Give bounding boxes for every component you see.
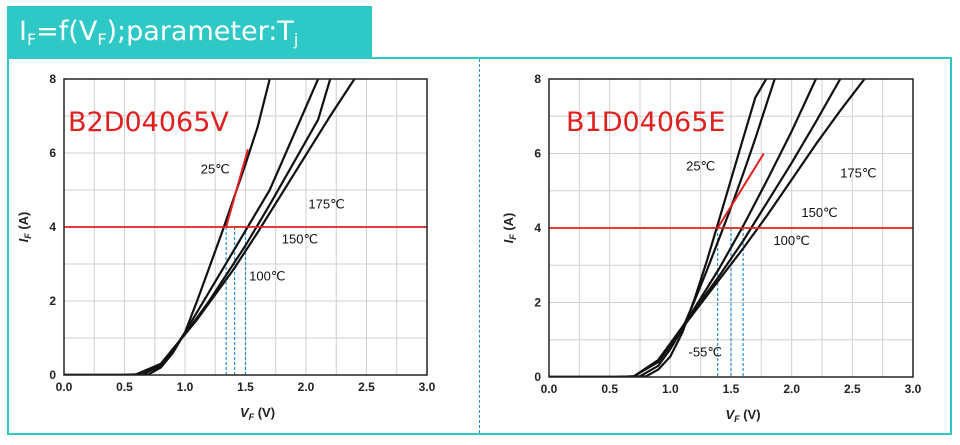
x-tick-label: 0.0: [56, 380, 73, 394]
x-axis-label-main: V: [725, 407, 735, 422]
y-axis-label-sub: F: [23, 233, 33, 239]
y-tick-label: 4: [49, 220, 56, 234]
temperature-annotation: 175℃: [308, 197, 344, 212]
red-highlight-segment: [225, 149, 249, 228]
series-line-175: [549, 79, 866, 377]
y-axis-label-main: I: [501, 239, 516, 243]
red-highlight-segment: [716, 152, 765, 229]
y-tick-label: 2: [49, 294, 56, 308]
axes-frame: [548, 78, 914, 378]
x-axis-label-main: V: [240, 405, 250, 420]
y-tick-label: 8: [534, 72, 541, 86]
banner-I: I: [19, 16, 27, 47]
x-tick-label: 0.5: [116, 380, 133, 394]
x-axis-label: VF (V): [240, 405, 275, 422]
temperature-annotation: 175℃: [840, 166, 876, 181]
temperature-annotation: 150℃: [801, 205, 837, 220]
y-axis-label: IF (A): [501, 213, 518, 244]
y-tick-label: 8: [49, 72, 56, 86]
x-tick-label: 0.0: [541, 382, 558, 396]
banner-sub-F: F: [26, 30, 37, 49]
y-tick-label: 0: [534, 370, 541, 384]
device-label: B1D04065E: [566, 107, 725, 138]
series-line-175: [64, 79, 356, 375]
temperature-annotation: 25℃: [201, 161, 230, 176]
y-axis-label-unit: (A): [16, 212, 31, 234]
x-tick-label: 1.5: [237, 380, 254, 394]
x-tick-label: 1.5: [723, 382, 740, 396]
content-frame: [7, 57, 952, 435]
x-tick-label: 2.5: [358, 380, 375, 394]
y-tick-label: 4: [534, 221, 541, 235]
banner-sub-j: j: [293, 30, 299, 49]
y-tick-label: 6: [49, 146, 56, 160]
y-axis-label: IF (A): [16, 212, 33, 243]
x-axis-label-sub: F: [249, 412, 255, 422]
temperature-annotation: -55℃: [689, 345, 722, 360]
banner-sub-F2: F: [97, 30, 107, 49]
x-axis-label: VF (V): [725, 407, 760, 424]
x-tick-label: 2.5: [844, 382, 861, 396]
temperature-annotation: 100℃: [773, 233, 809, 248]
device-label: B2D04065V: [68, 107, 229, 138]
temperature-annotation: 150℃: [282, 232, 318, 247]
series-line-25: [549, 79, 776, 377]
panel-divider: [479, 59, 480, 433]
x-axis-label-sub: F: [734, 414, 740, 424]
x-tick-label: 2.0: [783, 382, 800, 396]
y-tick-label: 0: [49, 368, 56, 382]
x-tick-label: 0.5: [601, 382, 618, 396]
banner-rest: );parameter:T: [106, 16, 294, 47]
title-banner: IF=f(VF);parameter:Tj: [7, 6, 372, 58]
x-axis-label-unit: (V): [740, 407, 761, 422]
axes-frame: [63, 78, 428, 376]
x-tick-label: 1.0: [177, 380, 194, 394]
temperature-annotation: 25℃: [686, 158, 715, 173]
series-line-100: [64, 79, 320, 375]
y-axis-label-unit: (A): [501, 213, 516, 235]
y-axis-label-sub: F: [508, 234, 518, 240]
y-axis-label-main: I: [16, 238, 31, 242]
x-axis-label-unit: (V): [254, 405, 275, 420]
y-tick-label: 2: [534, 296, 541, 310]
banner-mid: =f(V: [36, 16, 98, 47]
y-tick-label: 6: [534, 147, 541, 161]
x-tick-label: 1.0: [662, 382, 679, 396]
x-tick-label: 3.0: [905, 382, 922, 396]
temperature-annotation: 100℃: [249, 269, 285, 284]
x-tick-label: 2.0: [298, 380, 315, 394]
x-tick-label: 3.0: [419, 380, 436, 394]
